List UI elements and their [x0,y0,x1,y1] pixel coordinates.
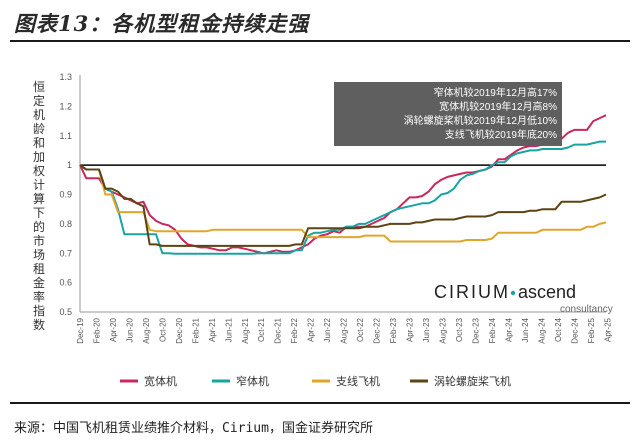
logo-product: ascend [518,282,576,302]
x-tick-label: Apr-22 [307,317,316,342]
logo-brand: CIRIUM [434,282,510,302]
y-axis-label-char: 龄 [32,122,45,136]
y-axis-label-char: 算 [32,192,45,206]
y-tick-label: 0.5 [59,307,72,317]
x-tick-label: Jun-23 [422,317,431,342]
x-tick-label: Apr-20 [109,317,118,342]
y-tick-label: 1.1 [59,131,72,141]
y-axis-label-char: 机 [32,108,45,122]
y-axis-label-char: 率 [32,290,45,304]
series-line-regional [79,164,607,243]
x-tick-label: Dec-23 [471,317,480,343]
annotation-regional: 支线飞机较2019年底20% [445,128,557,141]
source-note: 来源：中国飞机租赁业绩推介材料，Cirium，国金证券研究所 [14,421,373,436]
x-tick-label: Aug-23 [438,317,447,343]
y-axis-label-char: 下 [32,206,45,220]
logo-dot-icon [510,290,516,296]
y-axis-label-char: 市 [32,234,45,248]
x-tick-label: Apr-21 [208,317,217,342]
x-tick-label: Aug-24 [537,317,546,343]
x-tick-label: Feb-24 [488,317,497,343]
y-axis-label-char: 租 [32,262,45,276]
x-tick-label: Apr-23 [406,317,415,342]
y-axis-label-char: 恒 [32,80,45,94]
x-tick-label: Oct-24 [554,317,563,342]
y-axis-label-char: 场 [32,248,45,262]
y-axis-label-char: 和 [32,136,45,150]
y-tick-label: 0.9 [59,190,72,200]
y-tick-label: 1.2 [59,101,72,111]
x-tick-label: Dec-22 [373,317,382,343]
y-axis-label-char: 数 [32,318,45,332]
legend-label-turboprop: 涡轮螺旋桨飞机 [434,374,511,388]
y-tick-label: 1.3 [59,72,72,82]
y-axis-label-char: 加 [32,150,45,164]
x-tick-label: Feb-23 [389,317,398,343]
x-tick-label: Feb-22 [290,317,299,343]
y-axis-label: 恒定机龄和加权计算下的市场租金率指数 [31,80,47,332]
annotation-turboprop: 涡轮螺旋桨机较2019年12月低10% [404,114,557,127]
legend-label-wide: 宽体机 [144,374,177,388]
x-tick-label: Jun-20 [125,317,134,342]
series-line-turboprop [79,164,607,247]
y-tick-label: 0.7 [59,248,72,258]
x-tick-label: Dec-19 [76,317,85,343]
source-divider [10,402,630,404]
x-tick-label: Jun-22 [323,317,332,342]
x-tick-label: Dec-21 [274,317,283,343]
page-title: 图表13：各机型租金持续走强 [14,11,310,36]
x-tick-label: Feb-20 [92,317,101,343]
legend-label-narrow: 窄体机 [236,374,269,388]
x-tick-label: Apr-24 [504,317,513,342]
y-axis-label-char: 的 [32,220,45,234]
annotation-box: 窄体机较2019年12月高17% 宽体机较2019年12月高8% 涡轮螺旋桨机较… [334,82,562,146]
y-axis-label-char: 定 [32,94,45,108]
x-tick-label: Apr-25 [603,317,612,342]
x-tick-label: Oct-22 [356,317,365,342]
x-tick-label: Dec-20 [175,317,184,343]
y-axis-label-char: 金 [32,276,45,290]
y-axis-label-char: 指 [32,304,45,318]
annotation-narrow: 窄体机较2019年12月高17% [434,86,557,99]
title-divider [10,40,630,42]
x-tick-label: Oct-20 [158,317,167,342]
x-tick-label: Oct-23 [455,317,464,342]
cirium-logo: CIRIUM ascend consultancy [434,282,613,315]
x-tick-label: Aug-20 [142,317,151,343]
x-tick-label: Dec-24 [570,317,579,343]
y-axis-label-char: 计 [32,178,45,192]
y-axis-label-char: 权 [32,164,45,178]
x-tick-label: Feb-25 [587,317,596,343]
x-tick-label: Jun-24 [521,317,530,342]
chart-canvas: 0.5 0.6 0.7 0.8 0.9 1 1.1 1.2 1.3 Dec-19 Feb-20 Apr… [59,72,613,388]
annotation-wide: 宽体机较2019年12月高8% [439,100,557,113]
x-tick-label: Feb-21 [191,317,200,343]
x-tick-label: Aug-21 [241,317,250,343]
logo-subtitle: consultancy [560,304,613,315]
x-tick-label: Aug-22 [340,317,349,343]
legend-label-regional: 支线飞机 [336,374,380,388]
x-tick-label: Oct-21 [257,317,266,342]
y-tick-label: 0.8 [59,219,72,229]
x-tick-label: Jun-21 [224,317,233,342]
y-tick-label: 1 [67,160,72,170]
y-tick-label: 0.6 [59,278,72,288]
series-line-wide [79,114,607,255]
